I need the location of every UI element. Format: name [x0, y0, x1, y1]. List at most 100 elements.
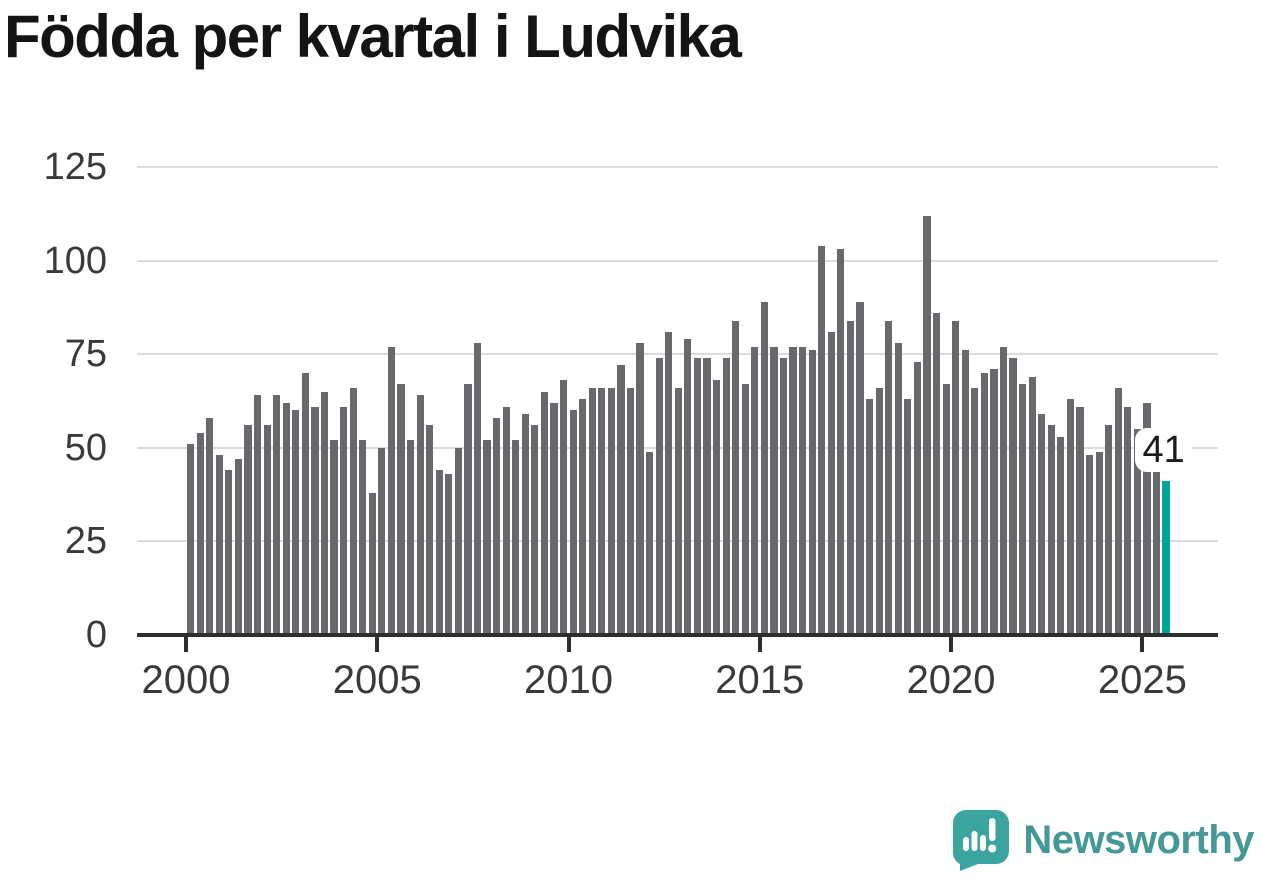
bar — [617, 365, 625, 635]
grid-line — [137, 259, 1218, 262]
bar — [636, 342, 644, 635]
bar — [187, 444, 195, 635]
chart-title: Födda per kvartal i Ludvika — [4, 3, 742, 70]
bar — [751, 346, 759, 635]
x-axis-tick-label: 2005 — [332, 658, 422, 702]
bar — [282, 402, 290, 635]
bar — [1133, 429, 1141, 635]
bar — [435, 470, 443, 635]
grid-line — [137, 353, 1218, 356]
bar — [980, 372, 988, 635]
bar — [827, 331, 835, 635]
highlighted-bar — [1162, 481, 1170, 635]
bar — [263, 425, 271, 635]
x-axis-tick — [184, 637, 188, 652]
bar — [1028, 376, 1036, 635]
bar — [808, 350, 816, 635]
bar — [684, 339, 692, 635]
bar — [923, 215, 931, 635]
bar — [512, 440, 520, 635]
bar — [311, 406, 319, 635]
bar — [397, 384, 405, 635]
x-axis-tick-label: 2010 — [524, 658, 614, 702]
bar — [1019, 384, 1027, 635]
bar — [722, 357, 730, 635]
bar — [215, 455, 223, 635]
bar — [875, 387, 883, 635]
x-axis-tick — [757, 637, 762, 652]
bar — [693, 357, 702, 635]
bar — [866, 399, 874, 635]
bar — [330, 440, 338, 635]
bar — [454, 447, 462, 635]
bar — [1152, 466, 1161, 635]
bar — [961, 350, 969, 635]
bar — [1066, 399, 1075, 635]
bar — [349, 387, 357, 635]
bar — [253, 395, 262, 635]
bar — [770, 346, 778, 635]
bar — [502, 406, 510, 635]
bar — [1114, 387, 1122, 635]
x-axis-tick — [566, 637, 571, 652]
y-axis-tick-label: 125 — [43, 146, 107, 188]
bar — [732, 320, 740, 635]
bar — [913, 361, 921, 635]
bar — [1143, 402, 1151, 635]
x-axis-tick — [375, 637, 380, 652]
bar — [598, 387, 606, 635]
bar — [483, 440, 491, 635]
bar — [569, 410, 577, 635]
bar — [540, 391, 549, 635]
bar — [1047, 425, 1055, 635]
bar — [932, 313, 941, 635]
bar — [904, 399, 912, 635]
bar — [760, 301, 768, 635]
y-axis-tick-label: 25 — [64, 520, 107, 563]
bar — [1095, 451, 1103, 635]
x-axis-tick-label: 2025 — [1097, 658, 1187, 702]
bar — [818, 245, 826, 635]
bar — [1124, 406, 1132, 635]
y-axis-tick-label: 0 — [85, 614, 107, 656]
bar — [406, 440, 415, 635]
bar — [244, 425, 252, 635]
bar — [225, 470, 233, 635]
bar — [1038, 414, 1046, 635]
bar — [301, 372, 309, 635]
newsworthy-speech-bubble-chart-icon — [952, 809, 1010, 871]
bar — [359, 440, 367, 635]
bar — [607, 387, 615, 635]
bar — [665, 331, 673, 635]
bar — [1105, 425, 1113, 635]
bar — [799, 346, 807, 635]
bar — [588, 387, 596, 635]
bar — [559, 380, 568, 635]
bar — [894, 342, 902, 635]
x-axis-tick-label: 2020 — [906, 658, 996, 702]
bar — [999, 346, 1008, 635]
x-axis-tick — [1140, 637, 1145, 652]
x-axis-tick-label: 2000 — [141, 658, 231, 702]
x-axis-tick-label: 2015 — [715, 658, 805, 702]
bar — [320, 391, 329, 635]
bar — [579, 399, 587, 635]
bar — [952, 320, 960, 635]
bar — [646, 451, 654, 635]
bar — [473, 342, 482, 635]
bar — [971, 387, 979, 635]
bar — [990, 369, 998, 635]
bar — [779, 357, 788, 635]
bar — [445, 474, 453, 635]
bar — [1009, 357, 1017, 635]
bar — [368, 492, 376, 635]
bar — [856, 301, 864, 635]
bar — [273, 395, 281, 635]
bar — [837, 249, 845, 635]
bar — [789, 346, 797, 635]
bar — [846, 320, 855, 635]
bar — [340, 406, 348, 635]
bar — [1085, 455, 1094, 635]
